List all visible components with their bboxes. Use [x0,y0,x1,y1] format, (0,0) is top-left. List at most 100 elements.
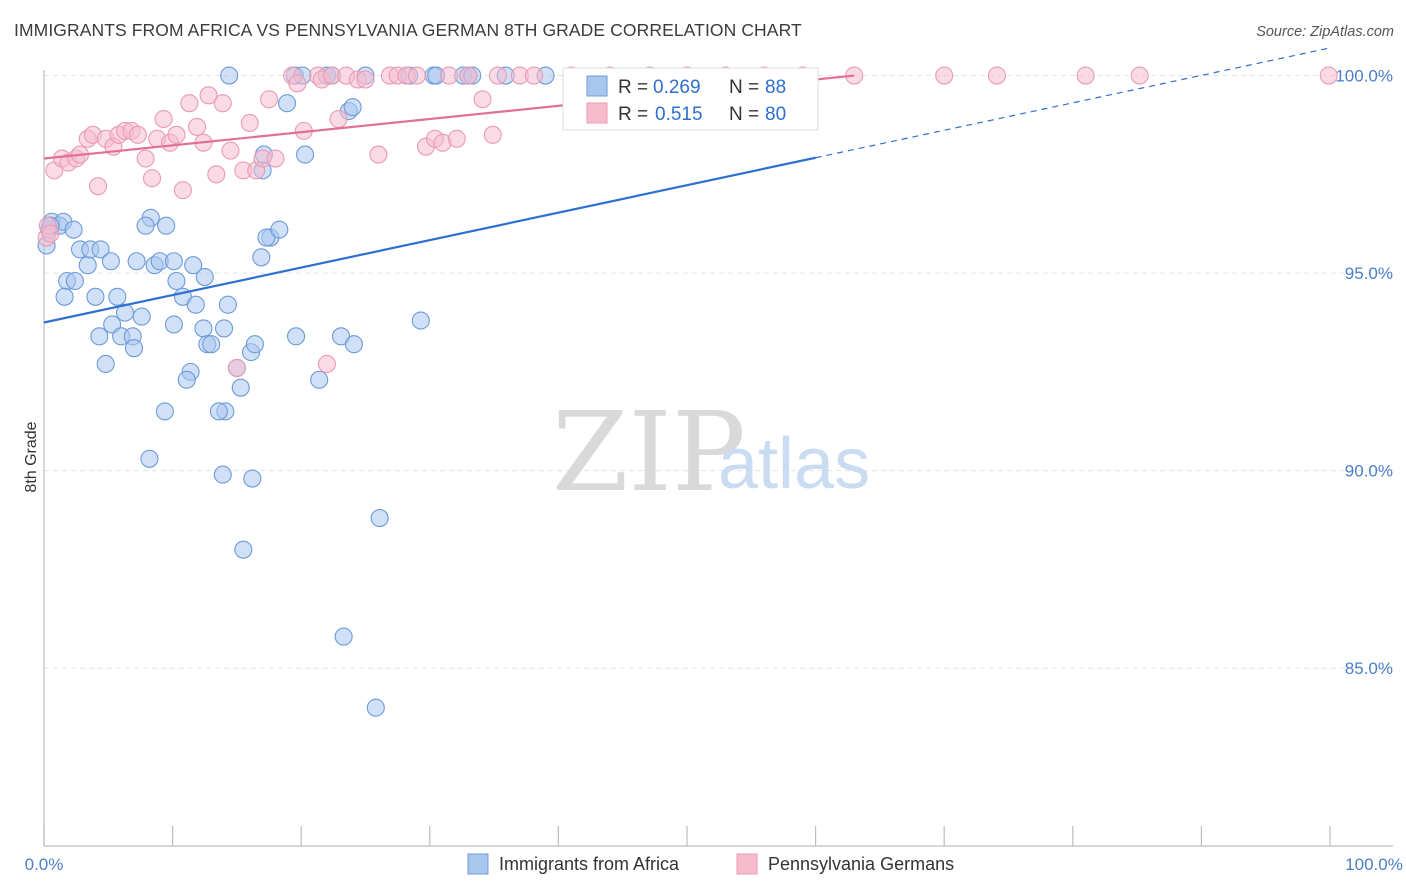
pink-point [288,74,307,93]
pink-point [180,94,199,113]
pink-point [136,149,155,168]
blue-point [220,66,239,85]
blue-point [278,94,297,113]
blue-point [167,271,186,291]
blue-point [234,540,253,559]
chart-title: IMMIGRANTS FROM AFRICA VS PENNSYLVANIA G… [14,20,802,40]
legend-blue-r-value: 0.269 [653,77,701,98]
y-tick-label: 100.0% [1335,67,1393,86]
blue-point [55,287,74,306]
bottom-legend-pink-swatch [736,853,758,875]
legend-pink-r-value: 0.515 [655,104,703,125]
pink-point [227,358,246,377]
blue-point [132,307,151,326]
pink-point [1076,66,1095,85]
watermark: ZIP atlas [552,388,870,516]
blue-point [243,469,262,488]
blue-point [65,271,84,291]
x-ticks [43,826,1331,846]
blue-point [186,295,205,314]
pink-point [935,66,954,85]
bottom-legend-pink-label: Pennsylvania Germans [768,854,954,874]
blue-point [209,402,228,421]
blue-point [136,216,155,235]
pink-point [356,70,375,89]
blue-point [245,335,264,354]
pink-point [187,117,207,136]
blue-point [140,449,159,468]
source-credit: Source: ZipAtlas.com [1256,24,1394,40]
watermark-atlas: atlas [718,424,870,504]
pink-point [440,66,459,85]
blue-point [287,327,306,346]
blue-point [164,252,183,271]
pink-point [167,125,186,144]
pink-point [240,113,259,133]
pink-point [142,169,162,188]
watermark-zip: ZIP [552,388,746,516]
legend-blue-swatch [586,75,608,97]
pink-point [447,129,466,148]
pink-point [987,66,1006,85]
y-axis-label: 8th Grade [23,421,40,492]
blue-point [296,145,315,164]
blue-point [64,220,83,239]
blue-point [213,465,232,484]
axes [43,70,1393,847]
blue-point [366,698,385,717]
pink-point [266,149,285,168]
blue-point [218,295,237,314]
y-tick-label: 95.0% [1345,264,1393,283]
y-tick-label: 90.0% [1345,462,1393,481]
blue-trend-line-extension [815,47,1331,159]
blue-point [252,248,271,267]
pink-point [329,109,348,129]
blue-trend-line [43,156,816,324]
blue-point [195,268,214,287]
pink-point [524,66,544,85]
pink-point [369,145,388,164]
pink-point [199,86,218,105]
pink-point [483,125,502,144]
blue-point [194,319,213,338]
pink-point [259,90,279,109]
blue-point [124,339,144,358]
blue-point [270,220,289,239]
pink-point [88,177,108,196]
bottom-legend-blue-label: Immigrants from Africa [499,854,680,874]
blue-point [310,370,329,389]
bottom-legend: Immigrants from Africa Pennsylvania Germ… [467,853,954,875]
blue-point [86,287,105,306]
blue-point [96,354,115,374]
legend-pink-swatch [586,102,608,124]
pink-point [488,66,508,85]
blue-point [177,370,196,389]
pink-point [41,224,60,243]
series-blue-points [37,66,555,717]
blue-point [108,287,127,306]
pink-point [154,109,173,129]
legend-pink-r-label: R = [618,104,648,125]
legend-blue-n-value: 88 [765,77,786,98]
pink-point [459,66,478,85]
pink-point [407,66,426,85]
blue-point [78,256,97,275]
stats-legend: R = 0.269 N = 88 R = 0.515 N = 80 [562,67,819,131]
blue-point [344,335,363,354]
pink-point [173,181,192,200]
blue-point [91,240,110,259]
blue-point [231,378,250,397]
blue-point [214,319,234,338]
pink-point [128,125,147,144]
x-tick-label-max: 100.0% [1345,855,1403,874]
blue-point [157,216,176,235]
blue-point [334,627,353,646]
blue-point [411,311,430,330]
pink-point [213,94,232,113]
blue-point [202,335,221,354]
blue-point [155,402,174,421]
blue-point [164,315,183,334]
blue-point [90,327,109,346]
legend-blue-r-label: R = [618,77,648,98]
y-tick-label: 85.0% [1345,659,1393,678]
